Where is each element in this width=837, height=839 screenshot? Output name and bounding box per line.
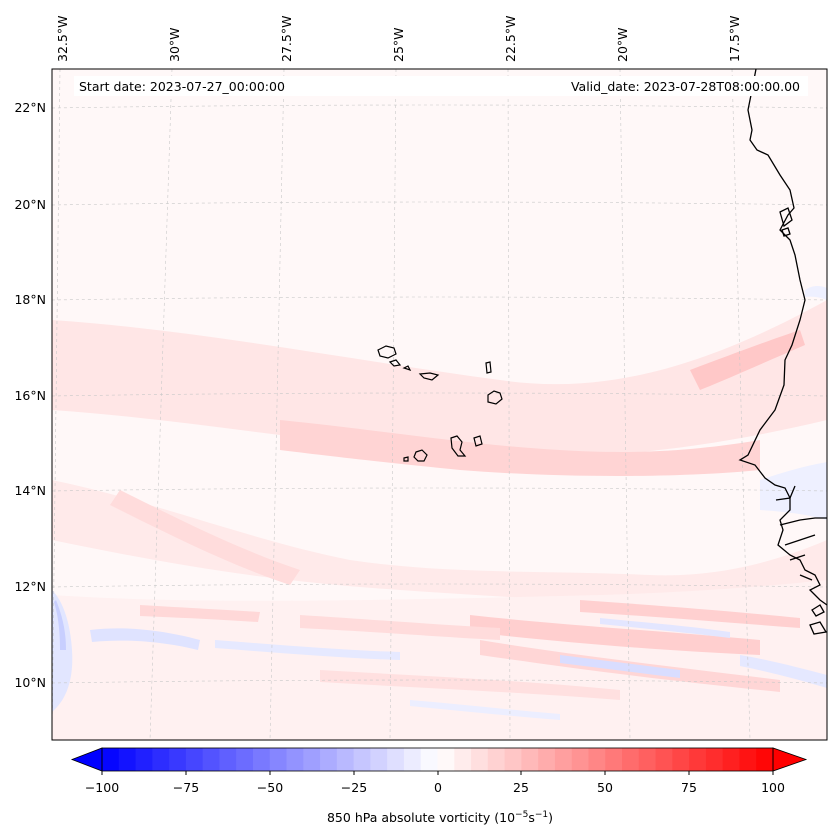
- colorbar-cell: [588, 748, 606, 771]
- colorbar-cell: [202, 748, 221, 771]
- colorbar-cell: [102, 748, 120, 771]
- colorbar-cell: [420, 748, 439, 771]
- lon-label-20w: 20°W: [615, 27, 630, 62]
- cape-verde-islands: [377, 345, 503, 462]
- lat-label-10n: 10°N: [14, 675, 46, 690]
- map-frame: [51, 68, 828, 741]
- colorbar-cell: [705, 748, 724, 771]
- lon-label-30w: 30°W: [167, 27, 182, 62]
- colorbar-tick-label: 75: [681, 780, 697, 795]
- colorbar-cell: [236, 748, 254, 771]
- lat-label-14n: 14°N: [14, 483, 46, 498]
- colorbar-label: 850 hPa absolute vorticity (10−5s−1): [327, 810, 553, 825]
- colorbar-cells: [102, 748, 774, 771]
- colorbar-cell: [504, 748, 522, 771]
- colorbar-cell: [252, 748, 271, 771]
- colorbar-cell: [471, 748, 489, 771]
- lon-label-22-5w: 22.5°W: [503, 16, 518, 62]
- colorbar-cell: [387, 748, 405, 771]
- lon-label-25w: 25°W: [391, 27, 406, 62]
- colorbar-cell: [320, 748, 338, 771]
- colorbar-cell: [605, 748, 623, 771]
- colorbar-tick-label: −50: [257, 780, 283, 795]
- colorbar-tick-label: −75: [173, 780, 199, 795]
- colorbar-cell: [169, 748, 187, 771]
- colorbar-cell: [152, 748, 170, 771]
- colorbar-tick-label: 50: [597, 780, 613, 795]
- start-date-label: Start date: 2023-07-27_00:00:00: [79, 79, 285, 94]
- colorbar-tick-labels: −100 −75 −50 −25 0 25 50 75 100: [85, 780, 785, 795]
- lon-label-17-5w: 17.5°W: [727, 16, 742, 62]
- colorbar-cell: [638, 748, 657, 771]
- vorticity-field: [52, 285, 827, 740]
- colorbar-cell: [135, 748, 153, 771]
- lat-label-12n: 12°N: [14, 579, 46, 594]
- lat-label-20n: 20°N: [14, 197, 46, 212]
- lat-label-22n: 22°N: [14, 100, 46, 115]
- colorbar-tick-label: 25: [513, 780, 529, 795]
- colorbar-cell: [739, 748, 757, 771]
- colorbar-cell: [336, 748, 355, 771]
- colorbar-cell: [269, 748, 288, 771]
- colorbar-cell: [672, 748, 690, 771]
- colorbar-cell: [622, 748, 640, 771]
- colorbar-cell: [370, 748, 388, 771]
- colorbar-cell: [437, 748, 455, 771]
- colorbar: −100 −75 −50 −25 0 25 50 75 100 850 hPa …: [70, 747, 808, 825]
- colorbar-cell: [403, 748, 422, 771]
- colorbar-tick-label: 0: [434, 780, 442, 795]
- colorbar-ticks: [101, 771, 774, 775]
- lon-label-27-5w: 27.5°W: [279, 16, 294, 62]
- colorbar-cell: [118, 748, 137, 771]
- latitude-labels: 22°N 20°N 18°N 16°N 14°N 12°N 10°N: [14, 100, 46, 690]
- lat-label-18n: 18°N: [14, 292, 46, 307]
- colorbar-tick-label: 100: [761, 780, 785, 795]
- colorbar-tick-label: −100: [85, 780, 119, 795]
- date-info-box: [74, 76, 808, 96]
- map-panel: [51, 68, 828, 741]
- graticule: [52, 69, 827, 740]
- colorbar-cell: [655, 748, 673, 771]
- colorbar-min-extend: [70, 747, 103, 772]
- colorbar-cell: [454, 748, 472, 771]
- colorbar-cell: [554, 748, 573, 771]
- colorbar-max-extend: [772, 747, 808, 772]
- colorbar-cell: [756, 748, 774, 771]
- colorbar-cell: [521, 748, 539, 771]
- coastline: [738, 69, 827, 635]
- longitude-labels: 32.5°W 30°W 27.5°W 25°W 22.5°W 20°W 17.5…: [55, 16, 742, 62]
- lon-label-32-5w: 32.5°W: [55, 16, 70, 62]
- colorbar-cell: [571, 748, 590, 771]
- colorbar-tick-label: −25: [341, 780, 367, 795]
- colorbar-cell: [487, 748, 506, 771]
- colorbar-cell: [538, 748, 556, 771]
- colorbar-cell: [689, 748, 707, 771]
- colorbar-cell: [353, 748, 372, 771]
- valid-date-label: Valid_date: 2023-07-28T08:00:00.00: [571, 79, 800, 94]
- colorbar-cell: [185, 748, 204, 771]
- colorbar-cell: [219, 748, 237, 771]
- colorbar-cell: [722, 748, 741, 771]
- colorbar-cell: [286, 748, 304, 771]
- colorbar-cell: [303, 748, 321, 771]
- lat-label-16n: 16°N: [14, 388, 46, 403]
